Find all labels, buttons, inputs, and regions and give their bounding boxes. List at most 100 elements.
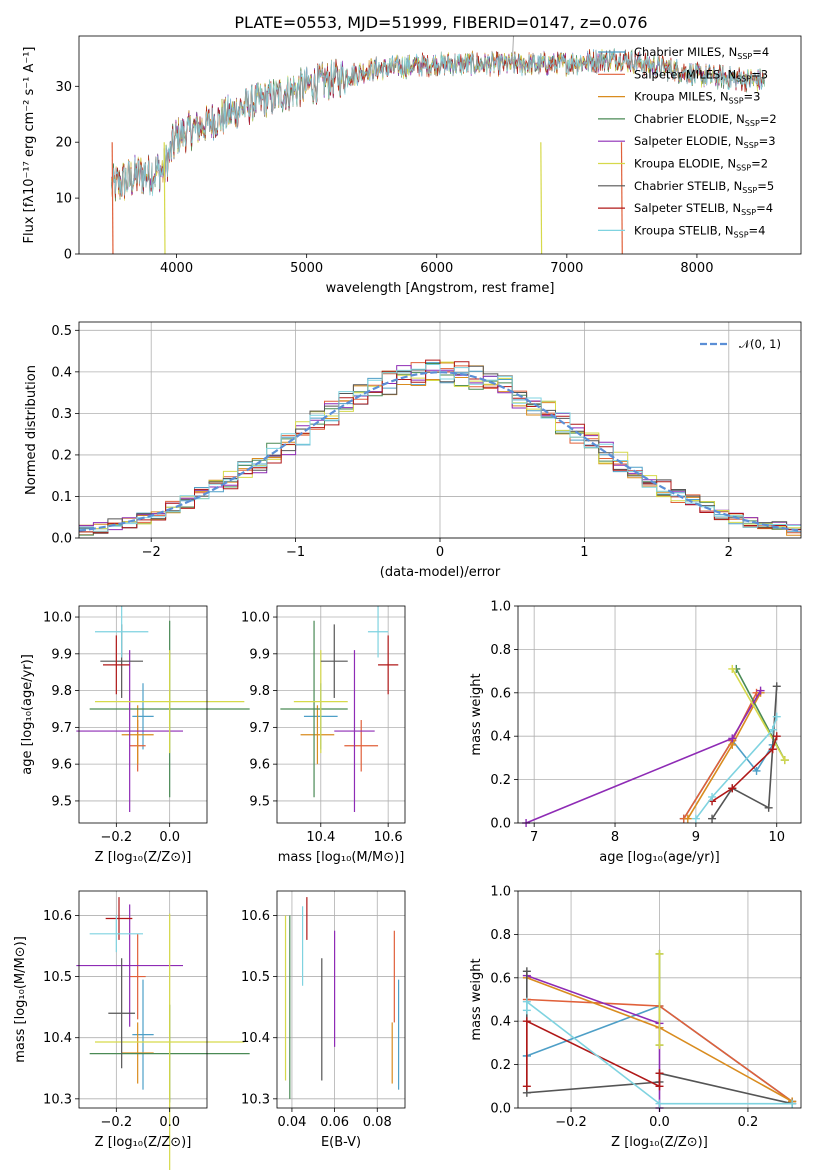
- x-tick-label: −0.2: [101, 830, 133, 845]
- error-bar-point: [95, 913, 245, 1170]
- legend-subscript: SSP: [741, 208, 756, 217]
- y-tick-label: 9.7: [51, 721, 72, 736]
- legend-subscript: SSP: [736, 164, 751, 173]
- x-tick-label: 0.0: [649, 1115, 670, 1130]
- legend-label: Salpeter MILES, N: [634, 67, 736, 81]
- legend-subscript: SSP: [736, 74, 751, 83]
- x-axis-label: (data-model)/error: [380, 565, 501, 580]
- y-tick-label: 0.8: [490, 643, 511, 658]
- weight-marker: [772, 732, 781, 741]
- x-tick-label: 9: [692, 830, 700, 845]
- axes-frame: [276, 605, 406, 824]
- y-tick-label: 10.0: [43, 611, 72, 626]
- weight-marker: [772, 682, 781, 691]
- legend-subscript: SSP: [742, 186, 757, 195]
- y-tick-label: 0.5: [51, 324, 72, 339]
- x-tick-label: −0.2: [101, 1115, 133, 1130]
- y-tick-label: 9.7: [249, 721, 270, 736]
- legend-entry: Chabrier STELIB, NSSP=5: [634, 179, 774, 195]
- x-tick-label: 0.04: [277, 1115, 306, 1130]
- x-axis-label: Z [log₁₀(Z/Z⊙)]: [95, 850, 192, 865]
- x-tick-label: 10.6: [374, 830, 403, 845]
- y-tick-label: 1.0: [490, 885, 511, 900]
- legend-label: Kroupa MILES, N: [634, 90, 729, 104]
- weight-marker: [772, 712, 781, 721]
- weight-line: [711, 735, 778, 802]
- legend-label: Kroupa ELODIE, N: [634, 157, 736, 171]
- spectrum-spike: [620, 142, 623, 255]
- error-bar-point: [121, 705, 154, 765]
- y-axis-label: Normed distribution: [24, 365, 39, 495]
- y-axis-label: age [log₁₀(age/yr)]: [20, 654, 35, 775]
- weight-marker: [691, 814, 700, 823]
- x-tick-label: 10: [768, 830, 785, 845]
- x-tick-label: 10.4: [306, 830, 335, 845]
- weight-line: [526, 1000, 793, 1105]
- legend-count: =4: [756, 201, 773, 215]
- x-axis-label: wavelength [Angstrom, rest frame]: [326, 281, 555, 296]
- weight-marker: [655, 1099, 664, 1108]
- weight-marker: [683, 814, 692, 823]
- legend-count: =3: [751, 67, 768, 81]
- legend-subscript: SSP: [734, 230, 749, 239]
- x-tick-label: 0: [436, 545, 444, 560]
- y-tick-label: 10.3: [241, 1092, 270, 1107]
- error-bar-point: [129, 933, 146, 1020]
- y-tick-label: 0: [64, 248, 72, 263]
- legend-label: Chabrier ELODIE, N: [634, 112, 745, 126]
- y-tick-label: 10.4: [43, 1031, 72, 1046]
- legend-entry: Chabrier MILES, NSSP=4: [634, 45, 769, 61]
- x-tick-label: 8: [611, 830, 619, 845]
- legend-subscript: SSP: [737, 52, 752, 61]
- weight-marker: [728, 784, 737, 793]
- y-tick-label: 0.4: [490, 730, 511, 745]
- histogram-step: [79, 364, 801, 532]
- x-axis-label: E(B-V): [321, 1135, 361, 1150]
- y-tick-label: 9.5: [249, 794, 270, 809]
- y-tick-label: 0.3: [51, 407, 72, 422]
- spectrum-spike: [511, 35, 515, 64]
- y-tick-label: 0.6: [490, 686, 511, 701]
- error-bar-point: [280, 620, 348, 798]
- y-tick-label: 9.6: [51, 758, 72, 773]
- weight-marker: [522, 1082, 531, 1091]
- legend-count: =2: [760, 112, 777, 126]
- weight-marker: [522, 1006, 531, 1015]
- error-bar-point: [132, 683, 154, 750]
- axes-frame: [517, 605, 802, 824]
- error-bar-point: [105, 897, 133, 940]
- weight-marker: [788, 1099, 797, 1108]
- weight-marker: [522, 967, 531, 976]
- legend-label: Kroupa STELIB, N: [634, 223, 734, 237]
- legend-subscript: SSP: [729, 97, 744, 106]
- legend-entry: Salpeter ELODIE, NSSP=3: [634, 134, 776, 150]
- y-tick-label: 0.2: [51, 448, 72, 463]
- legend-entry: Kroupa ELODIE, NSSP=2: [634, 157, 768, 173]
- weight-marker: [728, 664, 737, 673]
- x-tick-label: 0.0: [159, 830, 180, 845]
- x-tick-label: 0.06: [320, 1115, 349, 1130]
- error-bar-point: [334, 650, 375, 812]
- axes-frame: [78, 890, 208, 1109]
- x-tick-label: 0.0: [159, 1115, 180, 1130]
- x-tick-label: −1: [286, 545, 305, 560]
- x-axis-label: Z [log₁₀(Z/Z⊙)]: [611, 1135, 708, 1150]
- y-tick-label: 9.8: [51, 684, 72, 699]
- weight-marker: [708, 792, 717, 801]
- error-bar-point: [76, 904, 183, 1027]
- y-tick-label: 10: [55, 192, 72, 207]
- legend-count: =3: [744, 90, 761, 104]
- error-bar-point: [76, 650, 183, 812]
- weight-marker: [655, 1041, 664, 1050]
- legend-count: =4: [752, 45, 769, 59]
- error-bar-point: [121, 1022, 154, 1084]
- spectrum-spike: [163, 142, 166, 255]
- y-tick-label: 10.5: [43, 970, 72, 985]
- x-tick-label: 4000: [160, 261, 193, 276]
- error-bar-point: [293, 650, 348, 754]
- x-axis-label: mass [log₁₀(M/M⊙)]: [278, 850, 405, 865]
- y-tick-label: 1.0: [490, 600, 511, 615]
- x-tick-label: 6000: [420, 261, 453, 276]
- weight-marker: [655, 1069, 664, 1078]
- y-tick-label: 9.9: [249, 647, 270, 662]
